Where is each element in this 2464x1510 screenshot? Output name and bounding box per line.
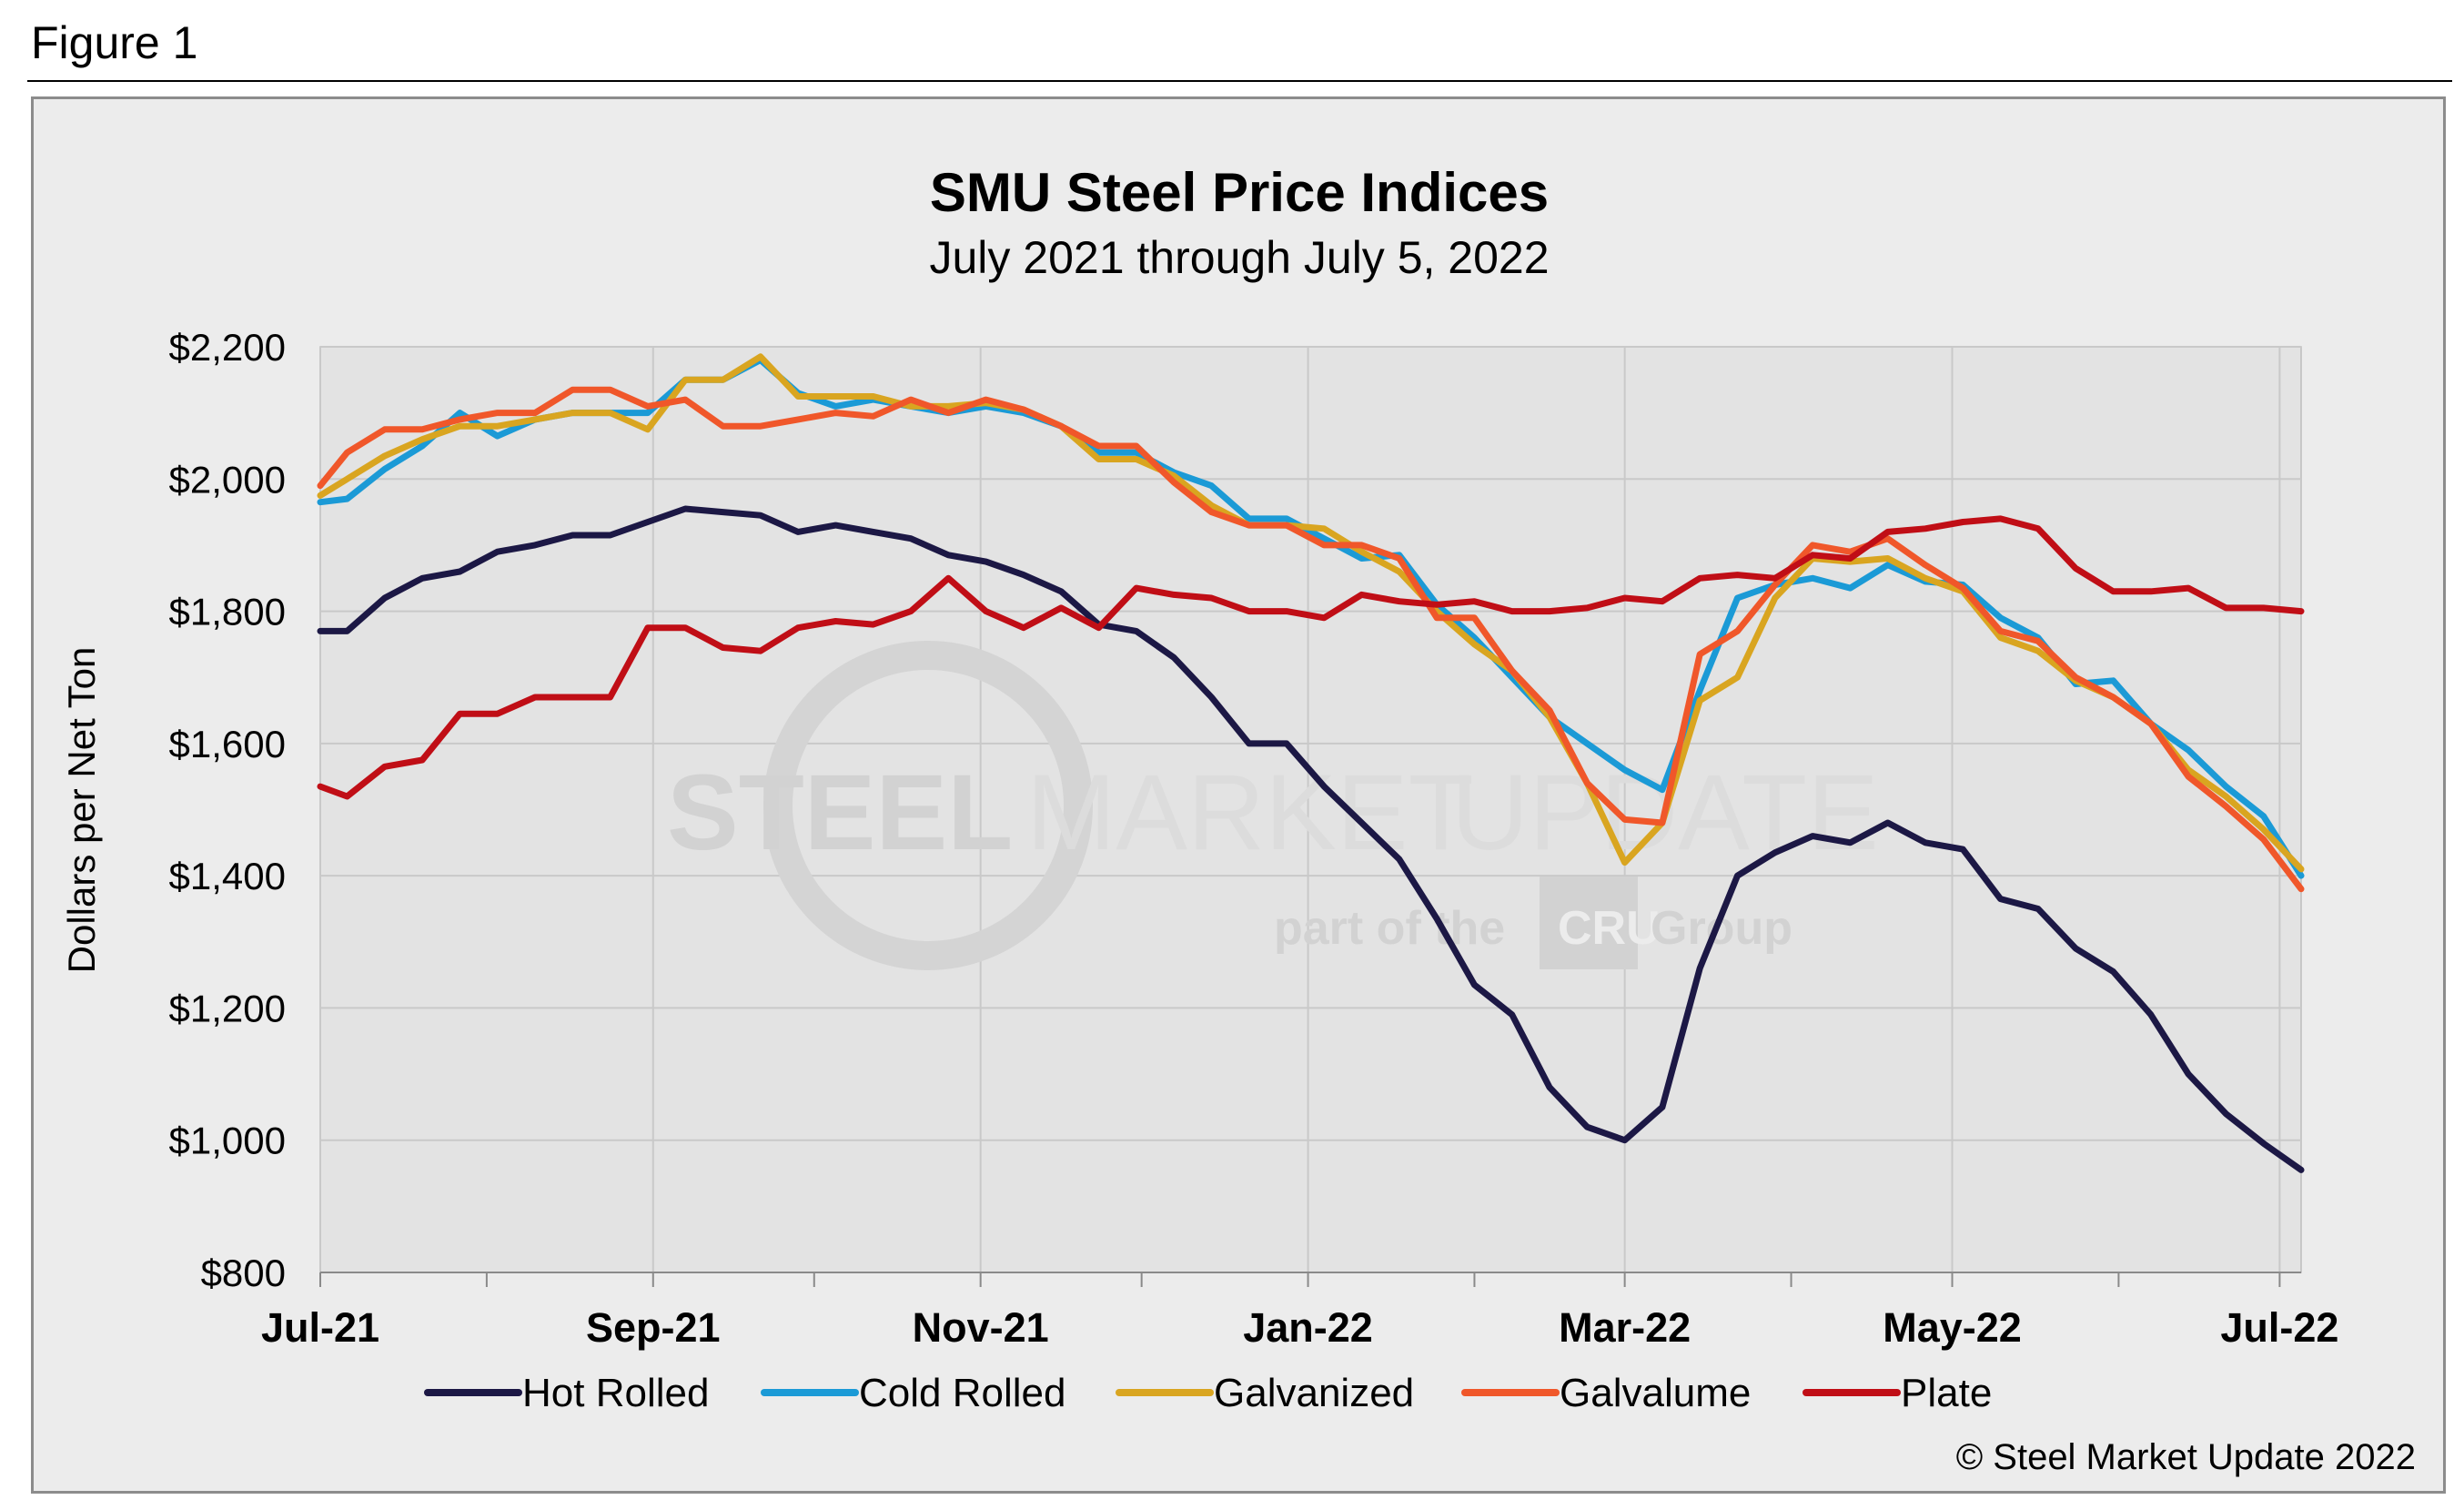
watermark-cru-box (1540, 877, 1638, 969)
x-tick-label: Jan-22 (1243, 1304, 1373, 1351)
legend-label: Cold Rolled (859, 1371, 1065, 1415)
x-tick-label: May-22 (1883, 1304, 2022, 1351)
watermark-word-market: MARKET (1026, 753, 1474, 873)
y-tick-label: $1,400 (169, 855, 286, 897)
legend: Hot Rolled Cold Rolled Galvanized Galvalume… (424, 1371, 1992, 1415)
series-line-galvalume (317, 386, 2305, 893)
x-tick-label: Nov-21 (913, 1304, 1049, 1351)
chart-title: SMU Steel Price Indices (930, 162, 1549, 223)
watermark-cru-logo: CRU (1558, 902, 1661, 955)
figure-rule (27, 80, 2452, 82)
y-axis: $800 $1,000 $1,200 $1,400 $1,600 $1,800 $2,000… (169, 326, 286, 1294)
series-line-plate (317, 515, 2305, 800)
y-tick-label: $1,800 (169, 591, 286, 633)
watermark-word-steel: STEEL (667, 753, 1013, 873)
legend-label: Hot Rolled (522, 1371, 709, 1415)
legend-label: Plate (1901, 1371, 1992, 1415)
y-axis-label: Dollars per Net Ton (60, 647, 103, 974)
x-axis: Jul-21 Sep-21 Nov-21 Jan-22 Mar-22 May-22 Jul-… (261, 1272, 2338, 1351)
y-tick-label: $2,200 (169, 326, 286, 369)
y-tick-label: $1,200 (169, 987, 286, 1029)
watermark: STEEL MARKET UPDATE part of the CRU Grou… (667, 641, 1879, 970)
series-lines (317, 353, 2305, 1173)
y-tick-label: $1,600 (169, 723, 286, 765)
figure-label: Figure 1 (31, 17, 198, 68)
x-tick-label: Sep-21 (586, 1304, 721, 1351)
chart-subtitle: July 2021 through July 5, 2022 (929, 232, 1549, 283)
plot-area (319, 346, 2302, 1273)
copyright: © Steel Market Update 2022 (1956, 1437, 2416, 1477)
series-line-hot-rolled (317, 505, 2305, 1173)
legend-label: Galvanized (1214, 1371, 1414, 1415)
watermark-tagline-pre: part of the (1274, 902, 1505, 955)
x-tick-label: Mar-22 (1559, 1304, 1691, 1351)
watermark-ring (763, 641, 1093, 970)
legend-label: Galvalume (1560, 1371, 1751, 1415)
y-tick-label: $2,000 (169, 458, 286, 501)
y-tick-label: $1,000 (169, 1120, 286, 1162)
x-tick-label: Jul-22 (2220, 1304, 2338, 1351)
y-tick-label: $800 (201, 1252, 286, 1294)
x-tick-label: Jul-21 (261, 1304, 379, 1351)
